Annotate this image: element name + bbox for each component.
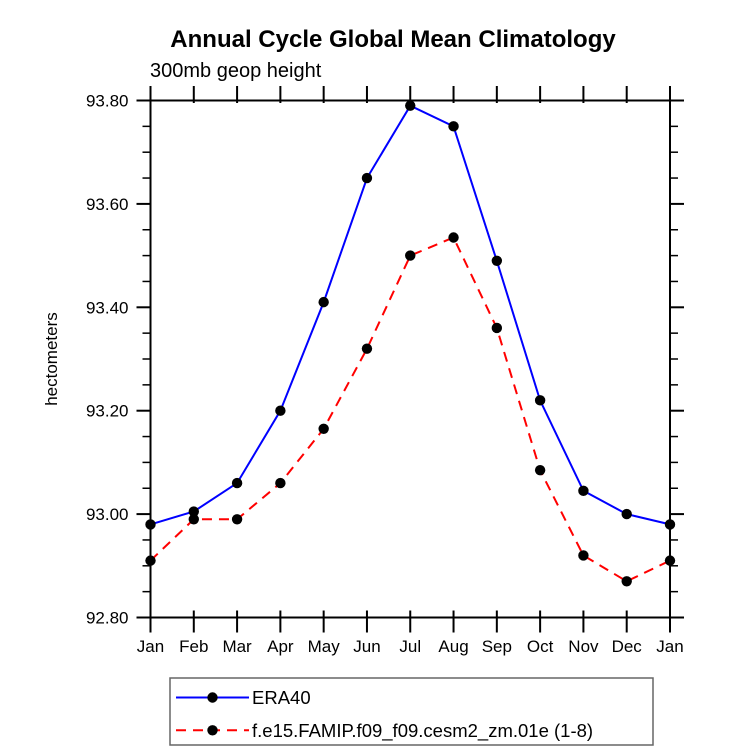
series-marker — [491, 255, 503, 266]
x-tick-label: Sep — [482, 637, 512, 656]
legend-marker — [207, 725, 218, 736]
legend-box: ERA40 f.e15.FAMIP.f09_f09.cesm2_zm.01e (1… — [169, 677, 654, 746]
series-marker — [664, 555, 676, 566]
x-tick-label: Oct — [527, 637, 554, 656]
legend-label: ERA40 — [252, 687, 311, 708]
y-tick-label: 93.00 — [86, 505, 129, 524]
series-marker — [621, 508, 632, 520]
series-marker — [318, 423, 329, 434]
y-tick-label: 93.40 — [86, 298, 129, 317]
y-tick-label: 92.80 — [86, 609, 129, 628]
legend-label: f.e15.FAMIP.f09_f09.cesm2_zm.01e (1-8) — [252, 720, 593, 742]
series-marker — [188, 514, 199, 525]
series-marker — [231, 514, 243, 525]
x-tick-label: Nov — [568, 637, 599, 656]
legend-frame — [169, 677, 654, 746]
series-marker — [664, 519, 676, 530]
x-tick-label: Mar — [222, 637, 252, 656]
series-marker — [145, 555, 156, 566]
series-marker — [448, 232, 459, 243]
axes: Jan Feb Mar Apr May Jun Jul Aug Sep Oct Nov Dec Jan 9… — [86, 86, 684, 656]
series-marker — [578, 550, 589, 561]
y-tick-label: 93.60 — [86, 195, 129, 214]
x-tick-label: Dec — [612, 637, 643, 656]
series-line-1 — [149, 236, 671, 583]
x-tick-label: Jul — [399, 637, 421, 656]
series-marker — [405, 100, 416, 111]
series-marker — [534, 464, 546, 476]
y-axis-label: hectometers — [42, 312, 61, 406]
legend-marker — [207, 692, 218, 703]
series-marker — [361, 172, 373, 184]
x-tick-label: Jun — [353, 637, 380, 656]
series-marker — [145, 519, 156, 530]
series-marker — [231, 477, 243, 489]
x-tick-label: Jan — [137, 637, 164, 656]
x-tick-label: Apr — [267, 637, 294, 656]
y-tick-label: 93.80 — [86, 92, 129, 111]
chart-subtitle: 300mb geop height — [150, 60, 322, 82]
data-series — [145, 100, 676, 587]
x-tick-label: Feb — [179, 637, 208, 656]
series-marker — [275, 477, 286, 489]
x-tick-label: May — [308, 637, 341, 656]
x-tick-label: Jan — [656, 637, 683, 656]
series-marker — [534, 395, 546, 406]
series-line-0 — [150, 104, 671, 526]
series-marker — [318, 296, 329, 308]
series-marker — [275, 405, 286, 416]
series-marker — [621, 576, 632, 587]
y-tick-label: 93.20 — [86, 402, 129, 421]
series-marker — [361, 343, 373, 354]
series-marker — [578, 485, 589, 497]
plot-border — [149, 99, 671, 619]
series-marker — [491, 322, 503, 334]
x-tick-label: Aug — [438, 637, 468, 656]
series-marker — [448, 121, 459, 132]
series-marker — [188, 506, 199, 517]
chart-title: Annual Cycle Global Mean Climatology — [170, 26, 616, 53]
series-marker — [405, 250, 416, 261]
